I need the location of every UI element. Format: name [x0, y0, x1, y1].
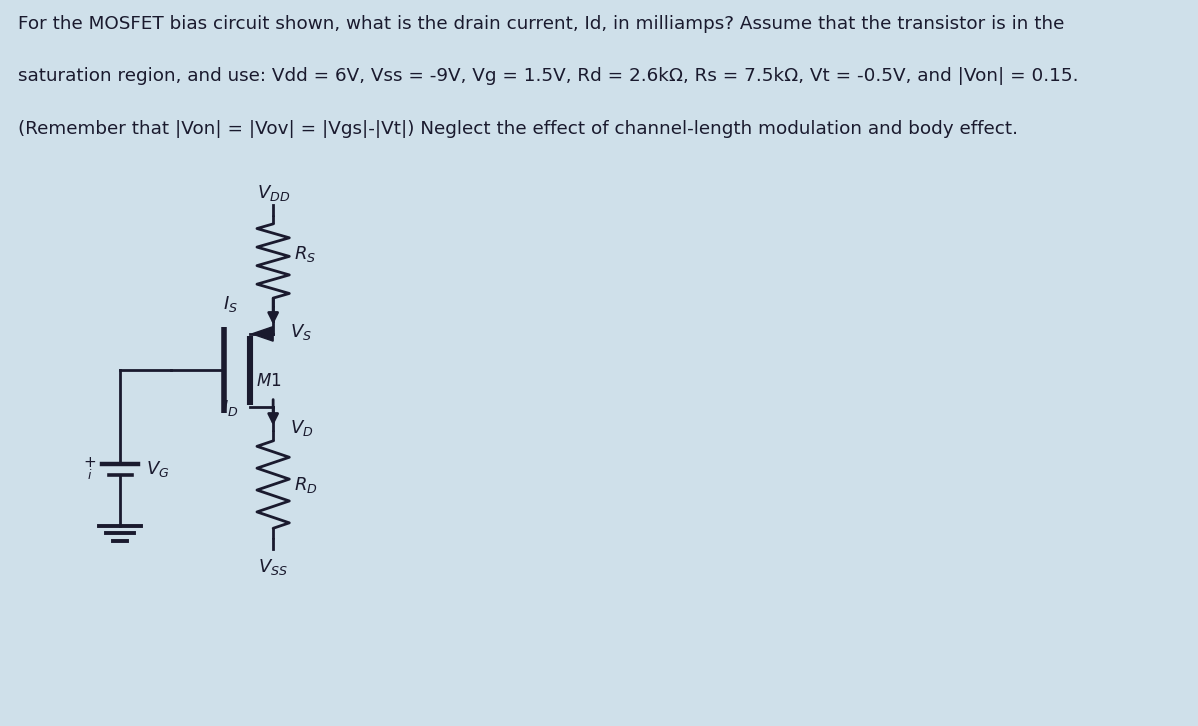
Text: saturation region, and use: Vdd = 6V, Vss = -9V, Vg = 1.5V, Rd = 2.6kΩ, Rs = 7.5: saturation region, and use: Vdd = 6V, Vs… — [18, 68, 1078, 85]
Text: For the MOSFET bias circuit shown, what is the drain current, Id, in milliamps? : For the MOSFET bias circuit shown, what … — [18, 15, 1064, 33]
Text: $V_S$: $V_S$ — [290, 322, 311, 342]
Text: $I_D$: $I_D$ — [223, 399, 238, 418]
Text: $V_{DD}$: $V_{DD}$ — [256, 183, 290, 203]
Text: $V_G$: $V_G$ — [146, 459, 170, 479]
Text: $R_S$: $R_S$ — [295, 245, 316, 264]
Text: $I_S$: $I_S$ — [223, 294, 238, 314]
Polygon shape — [252, 327, 273, 341]
Text: (Remember that |Von| = |Vov| = |Vgs|-|Vt|) Neglect the effect of channel-length : (Remember that |Von| = |Vov| = |Vgs|-|Vt… — [18, 120, 1018, 138]
Text: +: + — [83, 455, 96, 470]
Text: i: i — [87, 469, 91, 482]
Text: $M1$: $M1$ — [256, 372, 282, 390]
Text: $V_{SS}$: $V_{SS}$ — [259, 558, 288, 577]
Text: $R_D$: $R_D$ — [295, 475, 317, 494]
Text: $V_D$: $V_D$ — [290, 418, 314, 439]
